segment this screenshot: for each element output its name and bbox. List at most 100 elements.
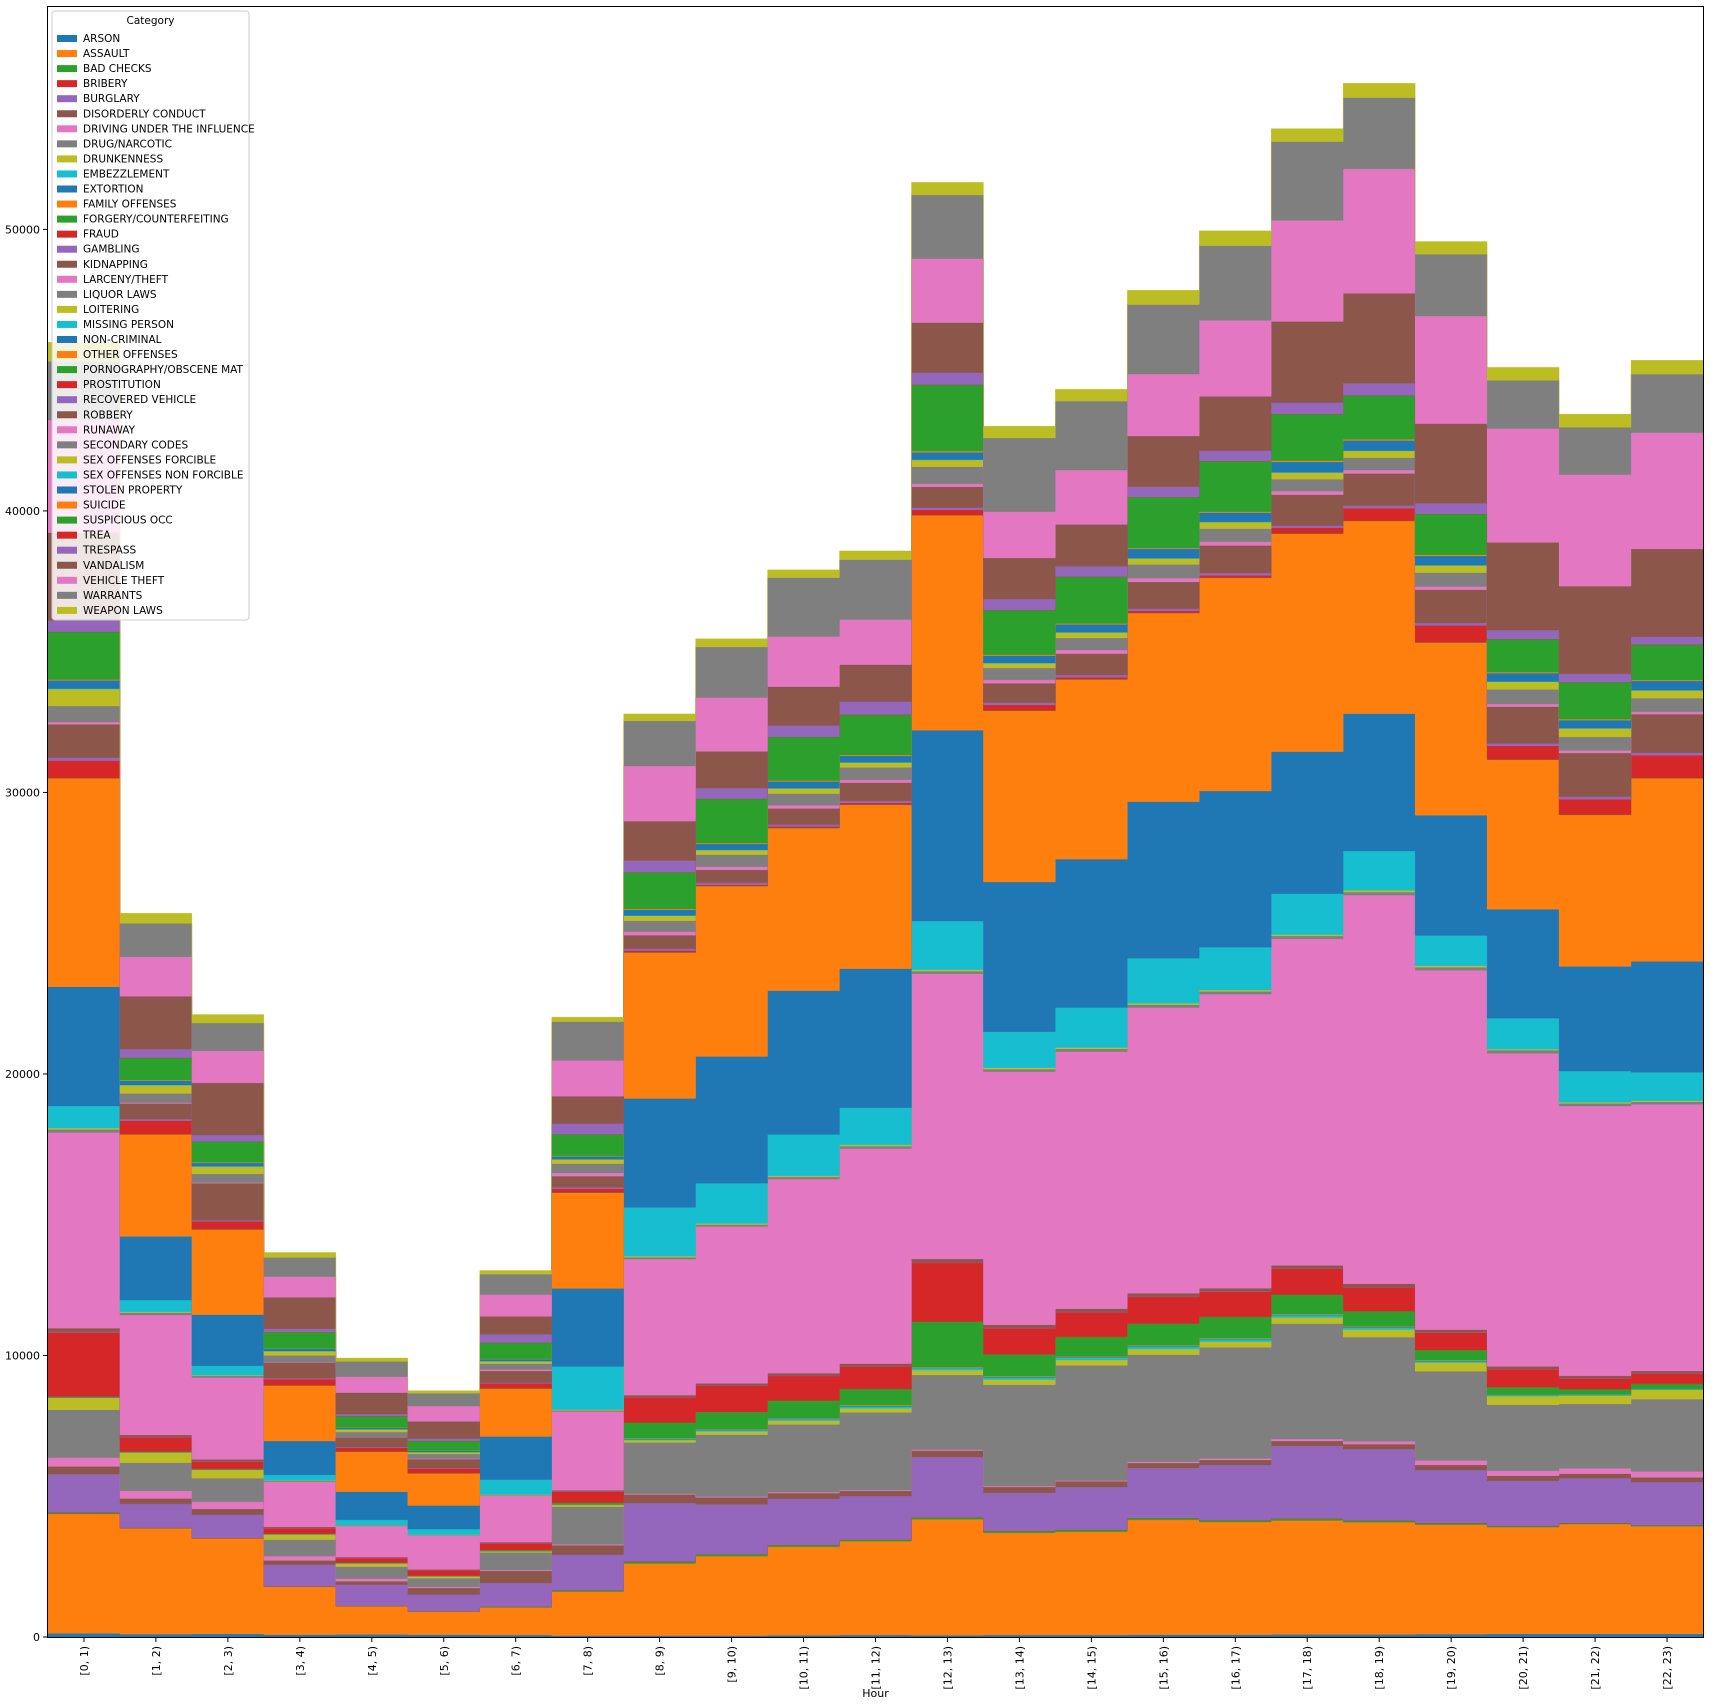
legend-label: MISSING PERSON [83, 319, 174, 331]
legend-swatch [57, 275, 77, 283]
legend-swatch [57, 245, 77, 253]
legend-swatch [57, 65, 77, 73]
x-tick-label: [15, 16) [1157, 1646, 1170, 1690]
legend-swatch [57, 35, 77, 42]
x-tick-label: [9, 10) [726, 1646, 739, 1683]
legend-label: ASSAULT [83, 48, 130, 60]
legend-swatch [57, 290, 77, 298]
legend-swatch [57, 351, 77, 359]
legend-swatch [57, 95, 77, 103]
x-tick-label: [6, 7) [510, 1646, 523, 1676]
x-tick-label: [10, 11) [798, 1646, 811, 1690]
legend-swatch [57, 155, 77, 163]
legend-label: SUICIDE [83, 500, 126, 512]
y-tick-label: 10000 [5, 1349, 40, 1362]
legend-label: WEAPON LAWS [83, 605, 163, 617]
legend-box [51, 10, 250, 621]
legend-label: EMBEZZLEMENT [83, 168, 170, 180]
legend-label: BAD CHECKS [83, 63, 152, 75]
legend-swatch [57, 501, 77, 509]
legend-swatch [57, 576, 77, 584]
legend-label: VANDALISM [83, 560, 144, 572]
legend-label: FAMILY OFFENSES [83, 199, 177, 211]
legend-swatch [57, 411, 77, 419]
legend-label: DISORDERLY CONDUCT [83, 108, 206, 120]
legend-label: DRIVING UNDER THE INFLUENCE [83, 123, 255, 135]
legend-label: EXTORTION [83, 184, 143, 196]
legend-label: TREA [82, 530, 111, 542]
y-tick-label: 40000 [5, 505, 40, 518]
legend-label: VEHICLE THEFT [83, 575, 165, 587]
legend-swatch [57, 170, 77, 178]
chart-areas [47, 83, 1704, 1638]
legend-swatch [57, 110, 77, 118]
legend-swatch [57, 471, 77, 479]
x-tick-label: [20, 21) [1517, 1646, 1530, 1690]
legend-swatch [57, 50, 77, 58]
legend-swatch [57, 140, 77, 148]
legend-label: ROBBERY [83, 409, 133, 421]
y-tick-label: 20000 [5, 1068, 40, 1081]
legend-label: SECONDARY CODES [83, 439, 189, 451]
legend-swatch [57, 366, 77, 374]
legend-label: STOLEN PROPERTY [83, 485, 183, 497]
legend-label: DRUNKENNESS [83, 153, 163, 165]
x-axis-title: Hour [862, 1687, 889, 1700]
legend-swatch [57, 200, 77, 208]
legend-label: TRESPASS [82, 545, 137, 557]
y-tick-label: 30000 [5, 786, 40, 799]
legend-swatch [57, 591, 77, 599]
x-tick-label: [4, 5) [366, 1646, 379, 1676]
x-tick-label: [22, 23) [1661, 1646, 1674, 1690]
legend-label: NON-CRIMINAL [83, 334, 162, 346]
x-tick-label: [1, 2) [150, 1646, 163, 1676]
x-tick-label: [7, 8) [582, 1646, 595, 1676]
legend-swatch [57, 441, 77, 449]
legend-swatch [57, 185, 77, 193]
legend-label: KIDNAPPING [83, 259, 148, 271]
legend-swatch [57, 125, 77, 133]
legend-swatch [57, 561, 77, 569]
y-tick-label: 0 [33, 1631, 40, 1644]
legend-label: FRAUD [83, 229, 119, 241]
legend-label: SUSPICIOUS OCC [83, 515, 173, 527]
legend-label: BRIBERY [83, 78, 128, 90]
x-tick-label: [0, 1) [78, 1646, 91, 1676]
x-axis: [0, 1) [1, 2) [2, 3) [3, 4) [4, 5) [5, 6) [6, … [78, 1637, 1674, 1690]
legend-label: LOITERING [83, 304, 139, 316]
legend-label: PORNOGRAPHY/OBSCENE MAT [83, 364, 244, 376]
legend-swatch [57, 260, 77, 268]
legend-label: FORGERY/COUNTERFEITING [83, 214, 229, 226]
legend-label: PROSTITUTION [83, 379, 161, 391]
legend-label: LARCENY/THEFT [83, 274, 169, 286]
legend-swatch [57, 80, 77, 88]
x-tick-label: [5, 6) [438, 1646, 451, 1676]
legend-label: LIQUOR LAWS [83, 289, 157, 301]
legend-label: RECOVERED VEHICLE [83, 394, 196, 406]
legend-label: GAMBLING [83, 244, 140, 256]
legend-label: DRUG/NARCOTIC [83, 138, 172, 150]
legend-swatch [57, 426, 77, 434]
legend-swatch [57, 305, 77, 313]
x-tick-label: [18, 19) [1373, 1646, 1386, 1690]
legend-label: SEX OFFENSES FORCIBLE [83, 454, 216, 466]
x-tick-label: [13, 14) [1013, 1646, 1026, 1690]
legend-swatch [57, 516, 77, 524]
legend-swatch [57, 531, 77, 539]
legend-swatch [57, 546, 77, 554]
x-tick-label: [19, 20) [1445, 1646, 1458, 1690]
legend-swatch [57, 215, 77, 223]
x-tick-label: [21, 22) [1589, 1646, 1602, 1690]
x-tick-label: [14, 15) [1085, 1646, 1098, 1690]
legend: Category ARSON ASSAULT BAD CHECKS BRIBERY BUR… [51, 10, 255, 621]
legend-label: SEX OFFENSES NON FORCIBLE [83, 469, 243, 481]
legend-swatch [57, 396, 77, 404]
legend-swatch [57, 486, 77, 494]
legend-label: WARRANTS [83, 590, 143, 602]
y-axis: 0 10000 20000 30000 40000 50000 [5, 223, 48, 1644]
legend-label: ARSON [83, 33, 120, 45]
legend-swatch [57, 456, 77, 464]
x-tick-label: [17, 18) [1301, 1646, 1314, 1690]
x-tick-label: [12, 13) [941, 1646, 954, 1690]
